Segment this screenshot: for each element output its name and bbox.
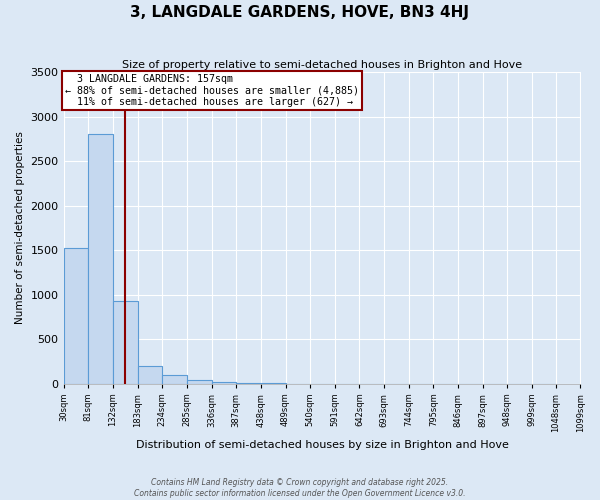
Bar: [137, 366, 162, 384]
Text: 3 LANGDALE GARDENS: 157sqm
← 88% of semi-detached houses are smaller (4,885)
  1: 3 LANGDALE GARDENS: 157sqm ← 88% of semi…: [65, 74, 359, 107]
Bar: [162, 375, 187, 384]
Bar: [88, 134, 113, 384]
Bar: [212, 382, 236, 384]
Title: Size of property relative to semi-detached houses in Brighton and Hove: Size of property relative to semi-detach…: [122, 60, 522, 70]
Bar: [64, 248, 88, 384]
Y-axis label: Number of semi-detached properties: Number of semi-detached properties: [15, 132, 25, 324]
Text: Contains HM Land Registry data © Crown copyright and database right 2025.
Contai: Contains HM Land Registry data © Crown c…: [134, 478, 466, 498]
Bar: [113, 301, 137, 384]
Text: 3, LANGDALE GARDENS, HOVE, BN3 4HJ: 3, LANGDALE GARDENS, HOVE, BN3 4HJ: [131, 5, 470, 20]
X-axis label: Distribution of semi-detached houses by size in Brighton and Hove: Distribution of semi-detached houses by …: [136, 440, 508, 450]
Bar: [187, 380, 212, 384]
